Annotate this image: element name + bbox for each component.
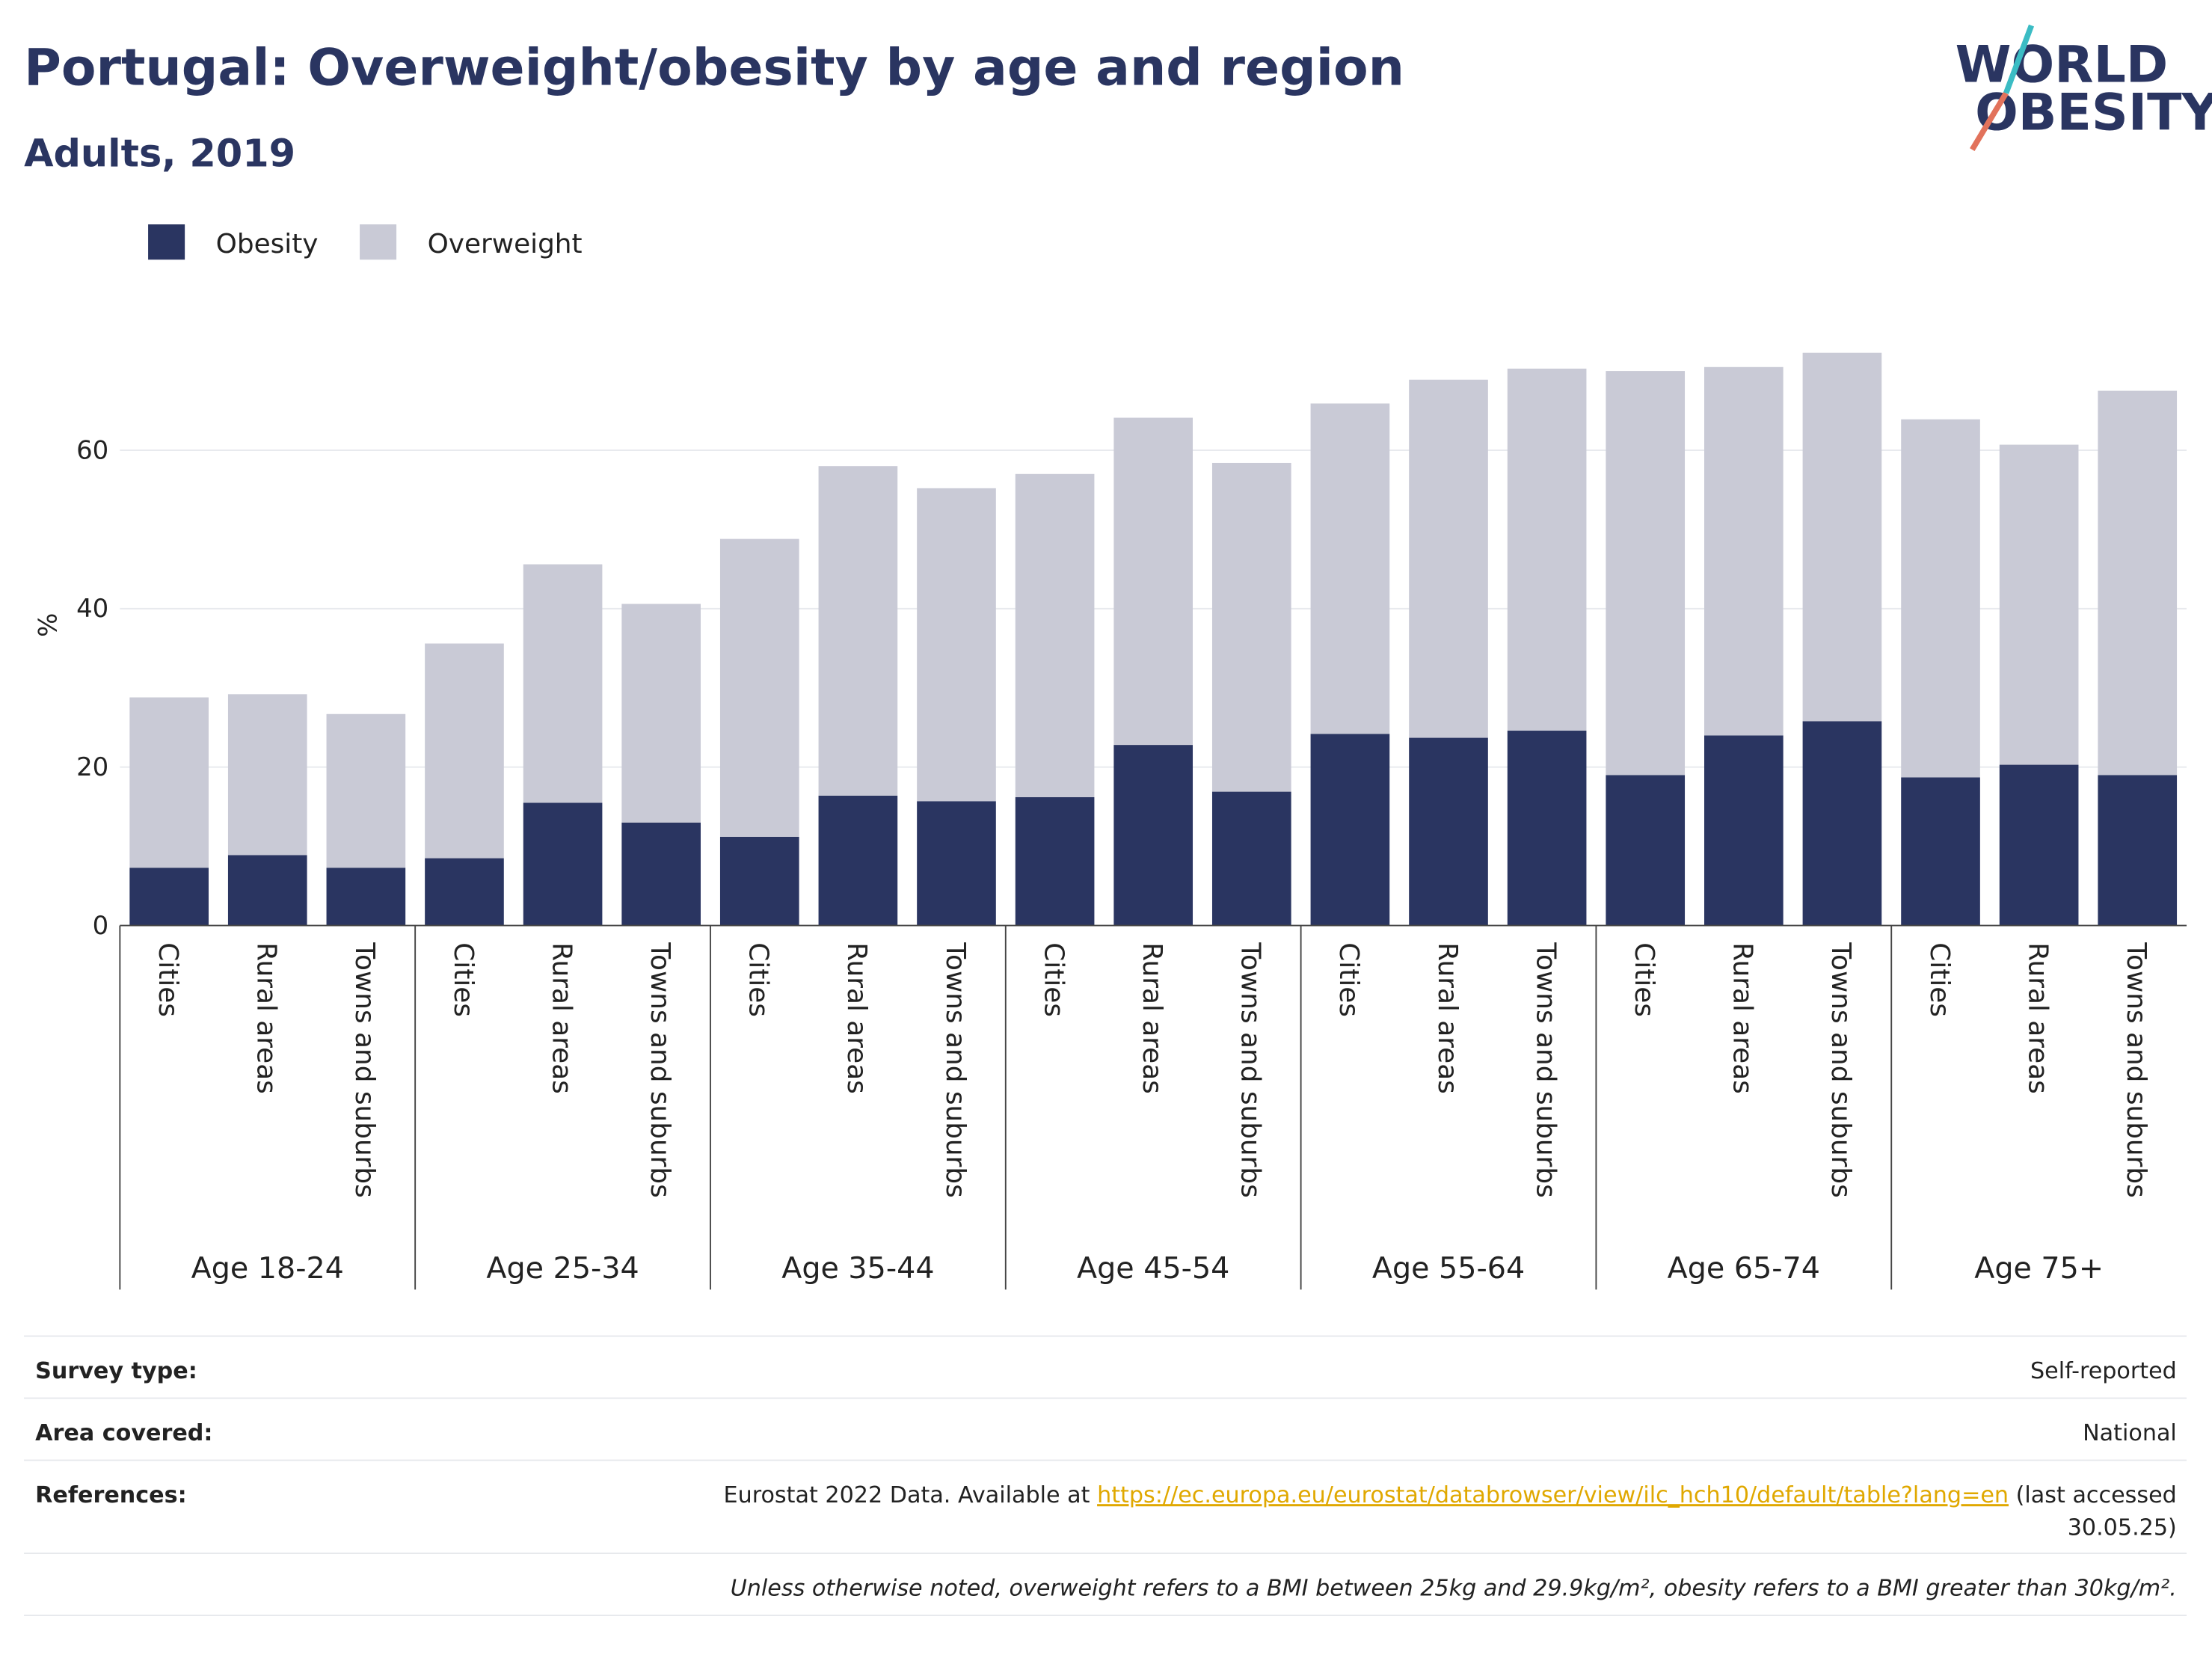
bar bbox=[1409, 379, 1488, 738]
bar bbox=[1507, 368, 1587, 731]
bar bbox=[2098, 775, 2178, 926]
x-tick-label: Cities bbox=[1038, 942, 1069, 1017]
footer-value: Self-reported bbox=[2030, 1358, 2177, 1384]
bar bbox=[1704, 366, 1784, 736]
ref-text: Eurostat 2022 Data. Available at bbox=[724, 1482, 1090, 1508]
footer-label: References: bbox=[35, 1482, 186, 1508]
x-tick-label: Rural areas bbox=[1727, 942, 1758, 1094]
x-tick-label: Rural areas bbox=[251, 942, 282, 1094]
logo-text: OBESITY bbox=[1975, 84, 2212, 143]
bar bbox=[1310, 734, 1390, 926]
bar bbox=[818, 795, 898, 926]
group-label: Age 75+ bbox=[1974, 1251, 2104, 1286]
x-tick-label: Cities bbox=[448, 942, 479, 1017]
bar bbox=[1704, 735, 1784, 926]
bar bbox=[1211, 791, 1291, 926]
y-tick-label: 60 bbox=[76, 435, 108, 465]
bar bbox=[129, 697, 209, 868]
y-tick-label: 40 bbox=[76, 594, 108, 624]
bar bbox=[1999, 764, 2079, 926]
legend-label: Obesity bbox=[216, 229, 319, 260]
x-tick-label: Cities bbox=[1629, 942, 1659, 1017]
x-tick-label: Towns and suburbs bbox=[2121, 942, 2151, 1198]
y-tick-label: 20 bbox=[76, 752, 108, 782]
ref-suffix: 30.05.25) bbox=[2068, 1515, 2177, 1541]
bar bbox=[2098, 390, 2178, 776]
bar bbox=[1211, 462, 1291, 792]
bar bbox=[1606, 371, 1686, 776]
logo-stroke bbox=[2003, 24, 2035, 94]
bar bbox=[425, 643, 504, 859]
bar bbox=[917, 488, 996, 802]
x-tick-label: Towns and suburbs bbox=[349, 942, 380, 1198]
bar bbox=[1409, 737, 1488, 926]
group-label: Age 55-64 bbox=[1372, 1251, 1525, 1286]
x-tick-label: Towns and suburbs bbox=[940, 942, 971, 1198]
bar bbox=[425, 858, 504, 926]
bar bbox=[1015, 473, 1095, 797]
ref-suffix: (last accessed bbox=[2016, 1482, 2177, 1508]
footer-label: Area covered: bbox=[35, 1420, 212, 1446]
bar bbox=[227, 694, 307, 856]
chart-subtitle: Adults, 2019 bbox=[24, 132, 295, 176]
bar bbox=[719, 538, 799, 837]
x-tick-label: Towns and suburbs bbox=[1825, 942, 1856, 1198]
legend-swatch bbox=[148, 224, 185, 260]
bar bbox=[621, 822, 701, 926]
bar bbox=[1802, 721, 1882, 926]
bar bbox=[129, 868, 209, 926]
x-tick-label: Rural areas bbox=[1137, 942, 1167, 1094]
footer-note: Unless otherwise noted, overweight refer… bbox=[731, 1576, 2177, 1602]
x-tick-label: Cities bbox=[743, 942, 774, 1017]
x-tick-label: Towns and suburbs bbox=[1235, 942, 1266, 1198]
footer-label: Survey type: bbox=[35, 1358, 197, 1384]
legend-label: Overweight bbox=[428, 229, 583, 260]
bar bbox=[917, 801, 996, 926]
group-label: Age 18-24 bbox=[191, 1251, 344, 1286]
x-tick-label: Towns and suburbs bbox=[1530, 942, 1561, 1198]
bar bbox=[326, 713, 406, 868]
x-tick-label: Cities bbox=[153, 942, 183, 1017]
x-tick-label: Rural areas bbox=[2022, 942, 2053, 1094]
bar bbox=[818, 466, 898, 796]
bar bbox=[1507, 731, 1587, 926]
footer-value: National bbox=[2083, 1420, 2177, 1446]
logo-stroke bbox=[1970, 91, 2009, 151]
bar bbox=[326, 868, 406, 926]
group-label: Age 65-74 bbox=[1668, 1251, 1820, 1286]
bar bbox=[1901, 777, 1980, 926]
logo-text: WORLD bbox=[1956, 35, 2169, 94]
group-label: Age 45-54 bbox=[1077, 1251, 1229, 1286]
bar bbox=[523, 564, 603, 803]
bar bbox=[1015, 796, 1095, 926]
bar bbox=[1999, 444, 2079, 765]
ref-link[interactable]: https://ec.europa.eu/eurostat/databrowse… bbox=[1097, 1482, 2009, 1508]
bar bbox=[1113, 745, 1193, 926]
x-tick-label: Cities bbox=[1333, 942, 1364, 1017]
group-label: Age 25-34 bbox=[486, 1251, 639, 1286]
y-axis-label: % bbox=[33, 613, 63, 637]
bar bbox=[227, 855, 307, 926]
bar bbox=[719, 836, 799, 926]
bar bbox=[1310, 403, 1390, 734]
bar bbox=[1901, 419, 1980, 778]
x-tick-label: Cities bbox=[1924, 942, 1955, 1017]
bar bbox=[1802, 352, 1882, 722]
x-tick-label: Rural areas bbox=[1432, 942, 1463, 1094]
references: Eurostat 2022 Data. Available at https:/… bbox=[724, 1482, 2177, 1508]
group-label: Age 35-44 bbox=[781, 1251, 934, 1286]
x-tick-label: Towns and suburbs bbox=[645, 942, 675, 1198]
x-tick-label: Rural areas bbox=[841, 942, 872, 1094]
bar bbox=[1113, 417, 1193, 746]
bar bbox=[621, 604, 701, 823]
bar bbox=[523, 802, 603, 926]
x-tick-label: Rural areas bbox=[546, 942, 577, 1094]
chart-title: Portugal: Overweight/obesity by age and … bbox=[24, 38, 1404, 97]
legend-swatch bbox=[360, 224, 397, 260]
bar bbox=[1606, 775, 1686, 926]
y-tick-label: 0 bbox=[93, 911, 109, 941]
